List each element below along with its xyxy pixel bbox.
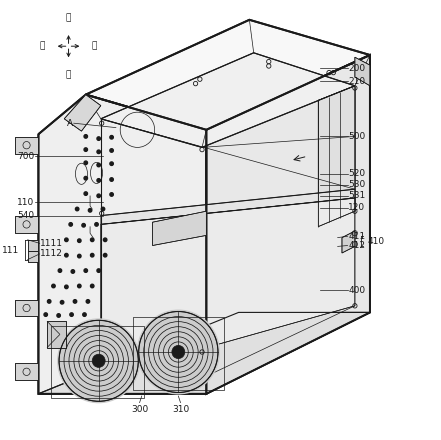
Circle shape [97, 179, 101, 182]
Text: 530: 530 [348, 180, 366, 189]
Circle shape [65, 238, 68, 242]
Circle shape [65, 253, 68, 257]
Circle shape [84, 135, 87, 138]
Text: 412: 412 [348, 241, 366, 250]
Text: 上: 上 [66, 14, 71, 22]
Circle shape [52, 284, 55, 288]
Circle shape [83, 313, 86, 316]
Circle shape [110, 162, 113, 165]
Circle shape [65, 285, 68, 289]
Text: 左: 左 [40, 42, 45, 51]
Circle shape [90, 253, 94, 257]
Text: 531: 531 [348, 191, 366, 200]
Text: 210: 210 [348, 77, 366, 86]
Polygon shape [15, 363, 38, 380]
Text: 1112: 1112 [40, 249, 63, 258]
Circle shape [110, 149, 113, 152]
Circle shape [101, 207, 105, 211]
Circle shape [110, 178, 113, 181]
Circle shape [84, 148, 87, 151]
Polygon shape [15, 216, 38, 233]
Text: 540: 540 [17, 211, 34, 220]
Circle shape [69, 223, 72, 226]
Text: A: A [67, 119, 73, 128]
Text: 120: 120 [348, 203, 366, 212]
Polygon shape [28, 240, 38, 251]
Text: 400: 400 [348, 286, 366, 295]
Polygon shape [15, 300, 38, 316]
Circle shape [82, 224, 86, 227]
Polygon shape [15, 137, 38, 154]
Circle shape [97, 137, 101, 140]
Circle shape [48, 300, 51, 303]
Text: 700: 700 [17, 152, 34, 161]
Circle shape [73, 300, 77, 303]
Text: 下: 下 [66, 70, 71, 79]
Circle shape [84, 269, 87, 272]
Polygon shape [342, 231, 355, 253]
Circle shape [88, 209, 92, 212]
Circle shape [84, 192, 87, 195]
Circle shape [58, 269, 62, 272]
Circle shape [90, 238, 94, 242]
Circle shape [104, 238, 107, 242]
Polygon shape [38, 312, 370, 394]
Circle shape [86, 300, 90, 303]
Circle shape [71, 270, 75, 273]
Circle shape [172, 345, 185, 359]
Circle shape [70, 313, 73, 316]
Text: 110: 110 [17, 198, 34, 207]
Circle shape [97, 150, 101, 154]
Polygon shape [86, 20, 370, 130]
Circle shape [60, 301, 64, 304]
Text: 300: 300 [131, 405, 148, 414]
Circle shape [90, 284, 94, 288]
Circle shape [57, 318, 140, 403]
Polygon shape [101, 189, 355, 224]
Circle shape [95, 223, 98, 226]
Text: 200: 200 [348, 64, 366, 73]
Circle shape [137, 309, 220, 395]
Text: 411: 411 [348, 232, 366, 241]
Polygon shape [206, 55, 370, 394]
Text: 111: 111 [2, 246, 19, 255]
Polygon shape [101, 53, 355, 147]
Text: 右: 右 [92, 42, 97, 51]
Circle shape [97, 194, 101, 198]
Text: 1111: 1111 [40, 239, 63, 248]
Circle shape [78, 254, 81, 258]
Polygon shape [153, 211, 206, 246]
Circle shape [57, 314, 60, 317]
Text: 310: 310 [172, 405, 189, 414]
Text: 410: 410 [368, 237, 385, 246]
Polygon shape [28, 251, 38, 262]
Circle shape [97, 269, 101, 272]
Circle shape [75, 207, 79, 211]
Polygon shape [318, 86, 355, 227]
Polygon shape [47, 321, 67, 348]
Polygon shape [38, 95, 206, 394]
Polygon shape [101, 198, 355, 348]
Circle shape [78, 284, 81, 288]
Circle shape [84, 161, 87, 165]
Polygon shape [355, 57, 370, 86]
Circle shape [97, 163, 101, 167]
Circle shape [104, 253, 107, 257]
Circle shape [44, 313, 48, 316]
Polygon shape [64, 95, 101, 131]
Circle shape [92, 354, 105, 367]
Circle shape [78, 239, 81, 242]
Text: 500: 500 [348, 132, 366, 141]
Circle shape [84, 176, 87, 180]
Circle shape [110, 193, 113, 196]
Circle shape [110, 136, 113, 139]
Text: 520: 520 [348, 169, 366, 178]
